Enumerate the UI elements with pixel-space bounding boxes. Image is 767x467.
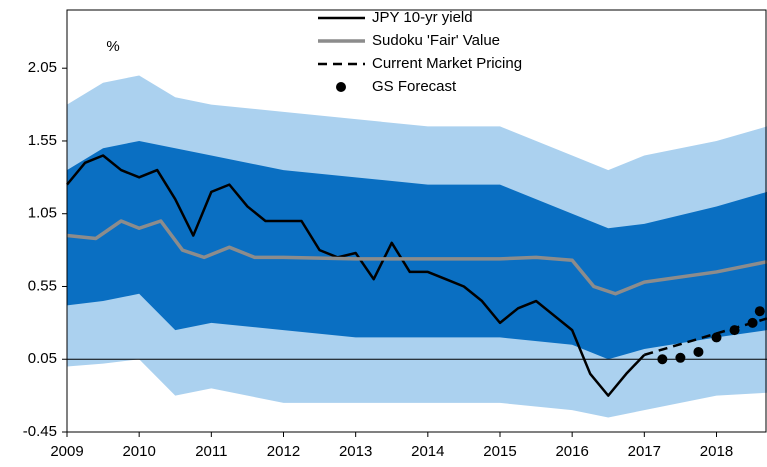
legend-marker: [336, 82, 346, 92]
forecast-dot: [754, 306, 765, 317]
forecast-dot: [675, 352, 686, 363]
y-tick-label: 1.05: [28, 205, 57, 222]
x-tick-label: 2010: [122, 443, 155, 460]
y-tick-label: 2.05: [28, 59, 57, 76]
forecast-dot: [729, 325, 740, 336]
x-tick-label: 2018: [700, 443, 733, 460]
y-tick-label: 0.55: [28, 277, 57, 294]
y-tick-label: 1.55: [28, 132, 57, 149]
legend: JPY 10-yr yield Sudoku 'Fair' Value Curren…: [318, 9, 522, 95]
plot-area: [66, 75, 767, 418]
forecast-dot: [693, 346, 704, 357]
y-tick-label: 0.05: [28, 350, 57, 367]
x-tick-label: 2011: [195, 443, 227, 460]
forecast-dot: [747, 317, 758, 328]
x-tick-label: 2012: [267, 443, 300, 460]
x-tick-label: 2017: [628, 443, 661, 460]
x-tick-label: 2016: [555, 443, 588, 460]
x-tick-label: 2013: [339, 443, 372, 460]
x-tick-label: 2009: [50, 443, 83, 460]
legend-label: GS Forecast: [372, 78, 457, 95]
series-line: [643, 317, 767, 357]
legend-label: Sudoku 'Fair' Value: [372, 32, 500, 49]
legend-label: JPY 10-yr yield: [372, 9, 473, 26]
y-unit: %: [106, 38, 119, 55]
x-tick-label: 2014: [411, 443, 444, 460]
x-tick-label: 2015: [483, 443, 516, 460]
series-line: [66, 154, 646, 397]
series-line: [66, 219, 767, 296]
plot-frame: [66, 9, 767, 433]
y-tick-label: -0.45: [23, 423, 57, 440]
legend-label: Current Market Pricing: [372, 55, 522, 72]
band: [67, 140, 767, 360]
forecast-dot: [711, 332, 722, 343]
